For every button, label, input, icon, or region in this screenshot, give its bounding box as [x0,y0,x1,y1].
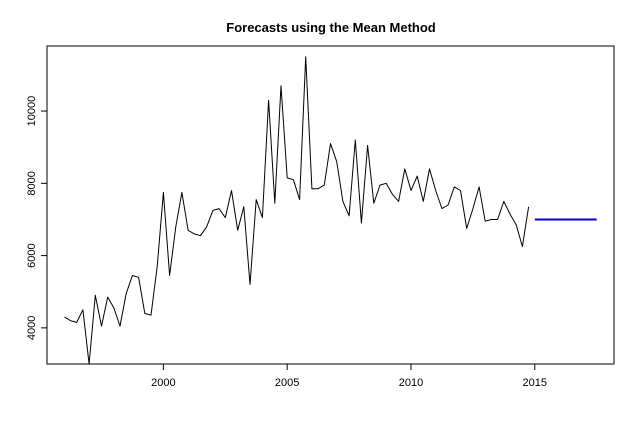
y-tick-label: 10000 [26,96,38,127]
x-axis: 2000 2005 2010 2015 [151,364,547,389]
x-tick-label: 2000 [151,377,175,389]
plot-area-frame [46,45,615,365]
observed-series-line [64,56,530,365]
y-tick-label: 6000 [26,243,38,267]
y-tick-label: 8000 [26,171,38,195]
y-tick-label: 4000 [26,316,38,340]
x-tick-label: 2015 [523,377,547,389]
y-axis: 4000 6000 8000 10000 [26,96,47,340]
series-layer [64,56,597,365]
x-tick-label: 2005 [275,377,299,389]
x-tick-label: 2010 [399,377,423,389]
chart-title: Forecasts using the Mean Method [226,20,436,35]
